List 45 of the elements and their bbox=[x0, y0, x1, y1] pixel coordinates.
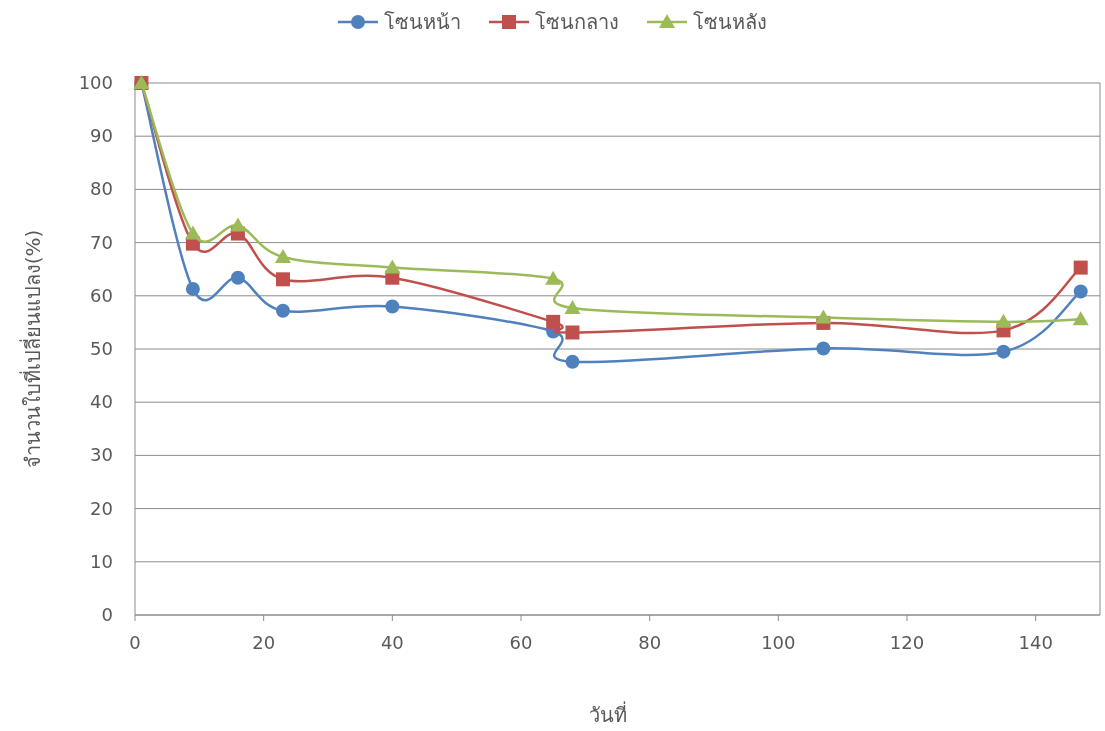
point bbox=[1073, 284, 1088, 299]
point bbox=[185, 281, 200, 296]
point bbox=[545, 270, 562, 285]
y-tick-label: 90 bbox=[90, 125, 113, 147]
point bbox=[1073, 260, 1088, 275]
point bbox=[815, 309, 832, 324]
point bbox=[385, 299, 400, 314]
legend-label: โซนกลาง bbox=[535, 10, 619, 34]
y-tick-label: 10 bbox=[90, 550, 113, 572]
point bbox=[565, 354, 580, 369]
point bbox=[564, 300, 581, 315]
y-tick-label: 30 bbox=[90, 444, 113, 466]
point bbox=[274, 248, 291, 263]
point bbox=[546, 314, 561, 329]
point bbox=[565, 325, 580, 340]
x-tick-label: 120 bbox=[889, 632, 925, 653]
x-tick-label: 40 bbox=[380, 632, 404, 653]
y-tick-label: 60 bbox=[90, 284, 113, 306]
x-tick-label: 20 bbox=[252, 632, 276, 653]
x-tick-label: 80 bbox=[638, 632, 662, 653]
point bbox=[230, 270, 245, 285]
point bbox=[275, 272, 290, 287]
y-tick-label: 0 bbox=[101, 604, 113, 625]
legend-label: โซนหลัง bbox=[693, 10, 767, 34]
x-tick-label: 60 bbox=[509, 632, 533, 653]
x-axis-title: วันที่ bbox=[588, 701, 627, 727]
y-tick-label: 100 bbox=[78, 72, 113, 93]
y-tick-label: 50 bbox=[90, 338, 113, 359]
point bbox=[275, 303, 290, 318]
y-tick-label: 80 bbox=[90, 178, 113, 200]
point bbox=[996, 344, 1011, 359]
y-tick-label: 40 bbox=[90, 391, 113, 413]
point bbox=[816, 341, 831, 356]
point bbox=[995, 313, 1012, 328]
x-tick-label: 0 bbox=[129, 632, 141, 653]
x-tick-label: 140 bbox=[1018, 632, 1053, 653]
legend-label: โซนหน้า bbox=[384, 10, 461, 34]
x-tick-label: 100 bbox=[761, 632, 796, 653]
y-axis-title: จำนวนใบที่เปลี่ยนแปลง(%) bbox=[19, 229, 45, 469]
y-tick-label: 70 bbox=[90, 231, 113, 253]
y-tick-label: 20 bbox=[90, 497, 113, 519]
point bbox=[384, 259, 401, 274]
point bbox=[1072, 311, 1089, 326]
point bbox=[184, 225, 201, 240]
point bbox=[229, 217, 246, 232]
